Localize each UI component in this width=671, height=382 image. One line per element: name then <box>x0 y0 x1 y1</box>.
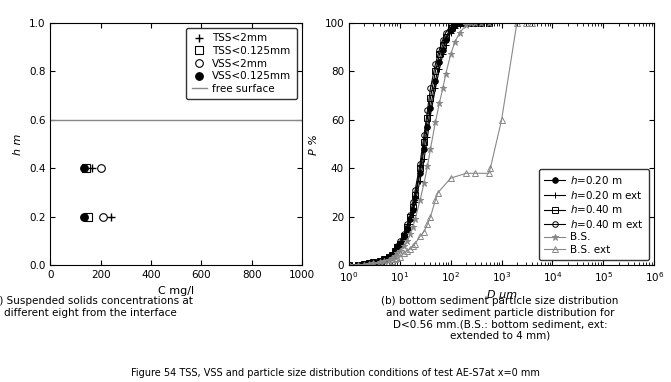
Y-axis label: h m: h m <box>13 134 23 155</box>
Text: Figure 54 TSS, VSS and particle size distribution conditions of test AE-S7at x=0: Figure 54 TSS, VSS and particle size dis… <box>131 368 540 378</box>
X-axis label: C mg/l: C mg/l <box>158 286 194 296</box>
Legend: TSS<2mm, TSS<0.125mm, VSS<2mm, VSS<0.125mm, free surface: TSS<2mm, TSS<0.125mm, VSS<2mm, VSS<0.125… <box>187 28 297 99</box>
Legend: $h$=0.20 m, $h$=0.20 m ext, $h$=0.40 m, $h$=0.40 m ext, B.S., B.S. ext: $h$=0.20 m, $h$=0.20 m ext, $h$=0.40 m, … <box>539 169 649 260</box>
X-axis label: D μm: D μm <box>486 290 517 300</box>
Text: (a) Suspended solids concentrations at
different eight from the interface: (a) Suspended solids concentrations at d… <box>0 296 193 318</box>
Y-axis label: P %: P % <box>309 134 319 155</box>
Text: (b) bottom sediment particle size distribution
and water sediment particle distr: (b) bottom sediment particle size distri… <box>381 296 619 341</box>
